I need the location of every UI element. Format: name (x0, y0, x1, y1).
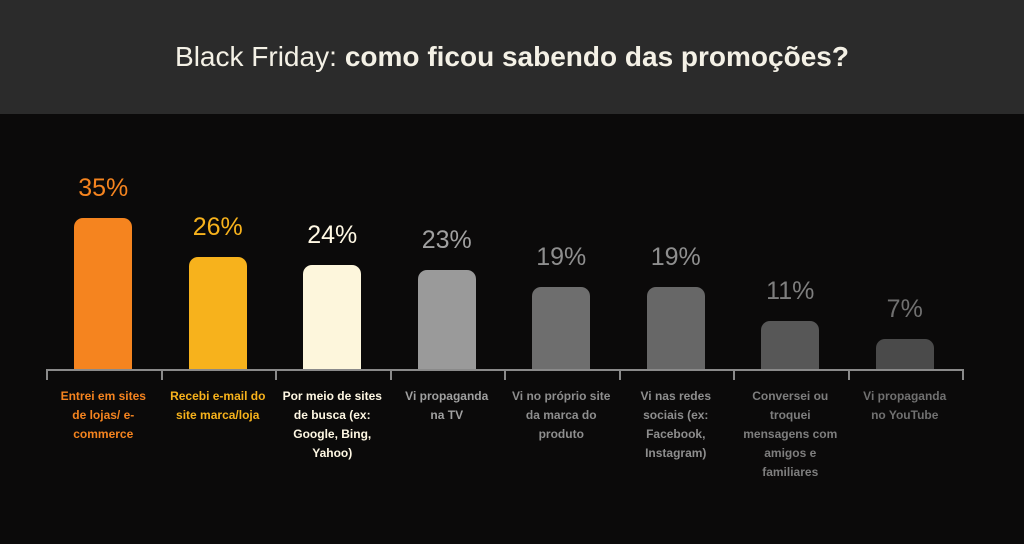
axis-tick (46, 369, 48, 380)
x-tick-label: Vi nas redes sociais (ex: Facebook, Inst… (640, 389, 712, 460)
title-emphasis: como ficou sabendo das promoções? (344, 41, 849, 72)
value-label: 24% (307, 221, 358, 250)
axis-tick (618, 369, 621, 380)
axis-tick (160, 369, 163, 380)
x-tick-label: Recebi e-mail do site marca/loja (170, 389, 266, 422)
x-tick-label: Por meio de sites de busca (ex: Google, … (282, 389, 382, 460)
value-label: 19% (650, 242, 701, 271)
axis-tick (962, 369, 964, 380)
x-tick-label: Vi propaganda na TV (405, 389, 489, 422)
value-label: 23% (421, 225, 472, 254)
axis-tick (389, 369, 392, 380)
axis-tick (733, 369, 735, 380)
value-label: 35% (78, 173, 129, 202)
bar (761, 321, 820, 369)
bar (875, 338, 934, 369)
bar (303, 265, 362, 369)
bar (188, 256, 247, 369)
bar (417, 269, 476, 369)
bar (532, 286, 591, 369)
axis-tick (275, 369, 277, 380)
x-tick-label: Entrei em sites de lojas/ e-commerce (60, 389, 146, 441)
value-label: 7% (886, 294, 923, 323)
bar (646, 286, 705, 369)
value-label: 26% (192, 212, 243, 241)
header: Black Friday: como ficou sabendo das pro… (0, 0, 1024, 114)
title-lead: Black Friday: (175, 41, 337, 72)
axis-tick (504, 369, 506, 380)
value-label: 11% (766, 277, 815, 306)
axis-tick (847, 369, 850, 380)
value-label: 19% (536, 242, 587, 271)
x-tick-label: Conversei ou troquei mensagens com amigo… (743, 389, 838, 479)
bar (74, 217, 133, 369)
x-tick-label: Vi no próprio site da marca do produto (512, 389, 611, 441)
x-tick-label: Vi propaganda no YouTube (863, 389, 947, 422)
